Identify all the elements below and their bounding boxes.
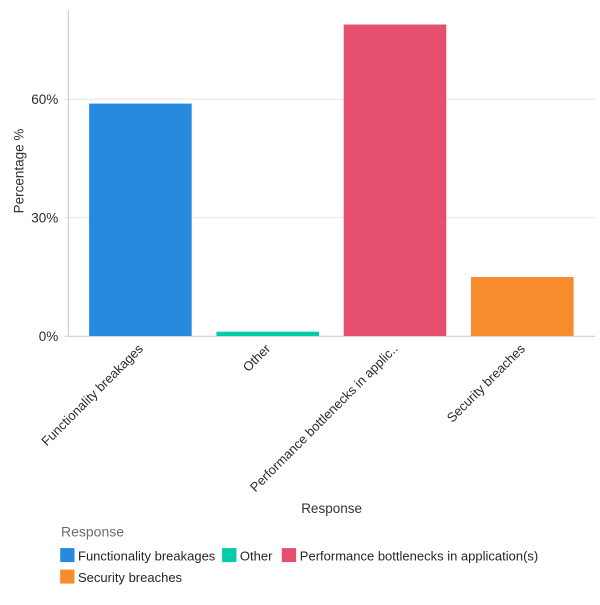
svg-text:Security breaches: Security breaches [78,570,183,585]
svg-text:Performance bottlenecks in app: Performance bottlenecks in applic.. [247,341,401,495]
svg-text:Functionality breakages: Functionality breakages [38,341,146,449]
svg-text:Functionality breakages: Functionality breakages [78,548,216,563]
svg-text:30%: 30% [31,210,58,225]
svg-text:0%: 0% [39,329,59,344]
svg-text:Performance bottlenecks in app: Performance bottlenecks in application(s… [300,548,538,563]
svg-text:Other: Other [240,548,273,563]
svg-text:Response: Response [301,501,362,516]
svg-text:Percentage %: Percentage % [11,129,26,214]
svg-text:Security breaches: Security breaches [444,341,529,426]
svg-text:60%: 60% [31,92,58,107]
svg-text:Other: Other [240,341,274,375]
svg-text:Response: Response [61,523,124,539]
